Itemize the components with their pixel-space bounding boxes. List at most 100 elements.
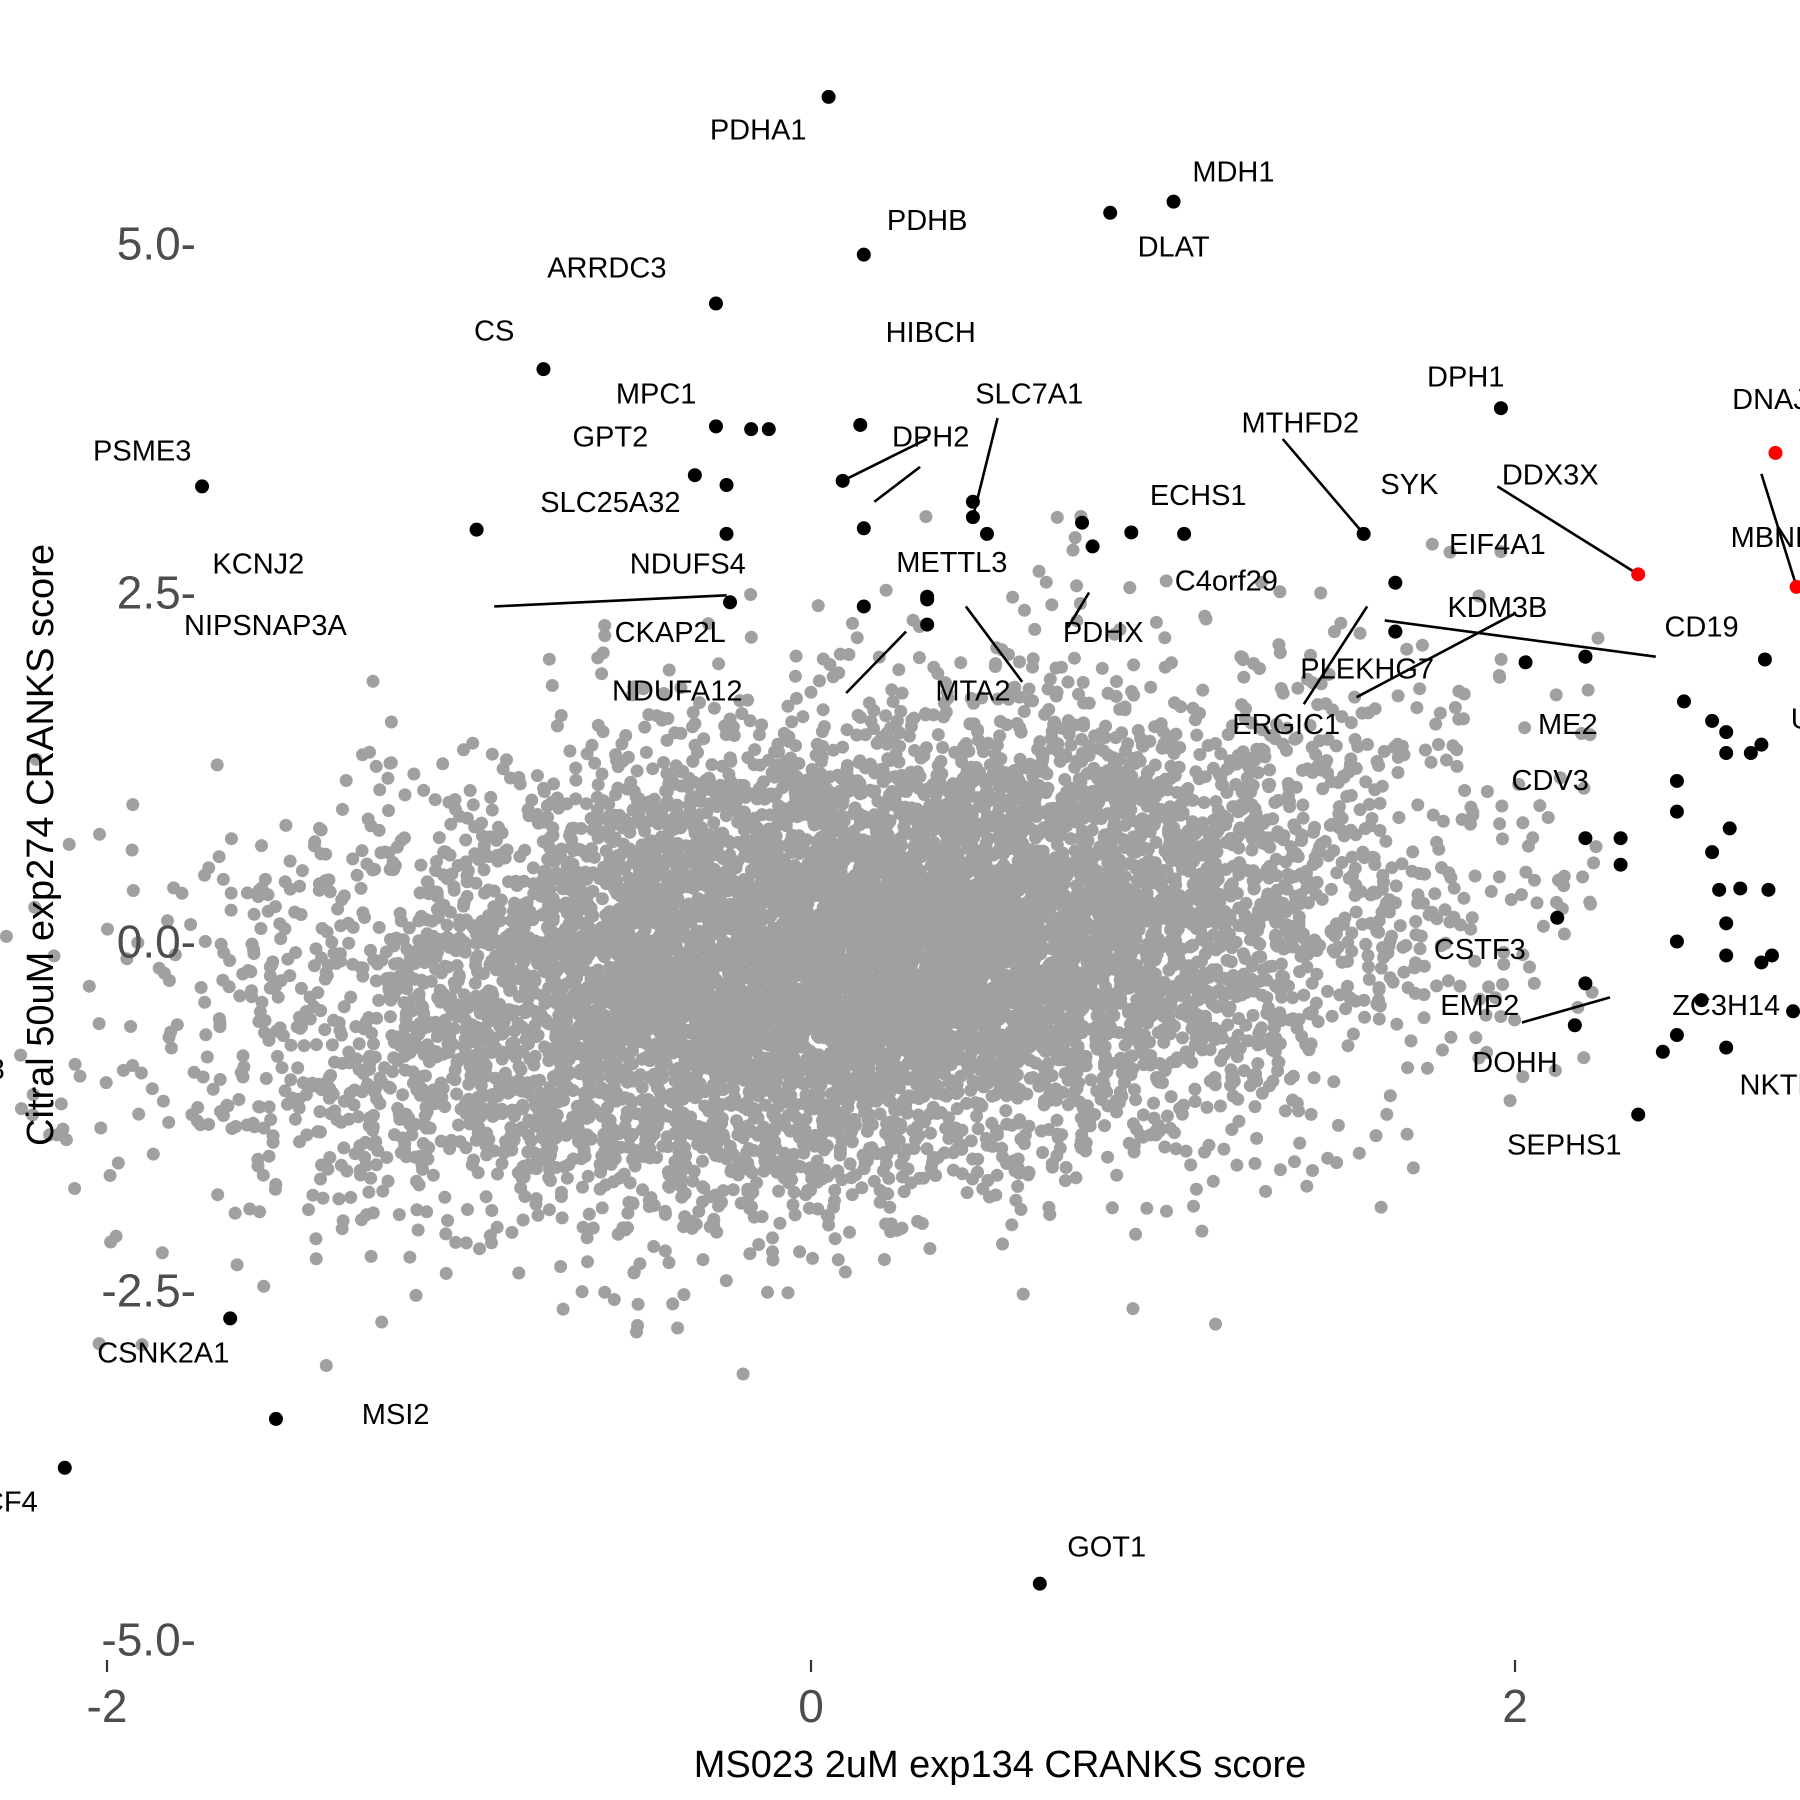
background-point bbox=[580, 747, 594, 761]
background-point bbox=[1186, 938, 1200, 952]
background-point bbox=[1231, 1028, 1245, 1042]
background-point bbox=[1251, 766, 1265, 780]
background-point bbox=[828, 1183, 842, 1197]
background-point bbox=[575, 1285, 589, 1299]
background-point bbox=[574, 822, 588, 835]
background-point bbox=[73, 1069, 87, 1083]
background-point bbox=[1110, 1168, 1124, 1182]
background-point bbox=[1304, 1107, 1318, 1121]
background-point bbox=[255, 839, 268, 853]
background-point bbox=[346, 852, 360, 866]
background-point bbox=[726, 1183, 740, 1197]
background-point bbox=[788, 1208, 802, 1222]
background-point bbox=[1497, 957, 1511, 971]
background-point bbox=[675, 1173, 689, 1186]
background-point bbox=[1158, 631, 1172, 645]
background-point bbox=[855, 1181, 869, 1195]
background-point bbox=[1389, 879, 1403, 893]
background-point bbox=[473, 1242, 486, 1256]
background-point bbox=[1296, 811, 1310, 825]
background-point bbox=[686, 720, 699, 734]
background-point bbox=[199, 1028, 213, 1042]
background-point bbox=[864, 714, 878, 728]
background-point bbox=[1309, 748, 1323, 761]
background-point bbox=[735, 707, 749, 720]
background-point bbox=[1066, 1092, 1080, 1106]
background-point bbox=[833, 1141, 847, 1155]
background-point bbox=[1344, 716, 1358, 730]
background-point bbox=[1361, 949, 1375, 963]
background-point bbox=[430, 855, 443, 868]
background-point bbox=[1373, 796, 1387, 810]
background-point bbox=[466, 736, 480, 750]
background-point bbox=[1127, 658, 1141, 672]
background-point bbox=[697, 732, 711, 746]
background-point bbox=[1473, 992, 1487, 1006]
background-point bbox=[394, 1146, 408, 1160]
background-point bbox=[796, 710, 810, 724]
background-point bbox=[1278, 1104, 1292, 1118]
background-point bbox=[450, 1087, 464, 1101]
background-point bbox=[677, 1288, 691, 1302]
background-point bbox=[1018, 603, 1031, 617]
background-point bbox=[328, 1104, 342, 1118]
background-point bbox=[1372, 1012, 1386, 1026]
background-point bbox=[1189, 1182, 1203, 1196]
background-point bbox=[1495, 799, 1509, 813]
background-point bbox=[212, 850, 226, 864]
background-point bbox=[410, 1203, 424, 1217]
background-point bbox=[612, 808, 626, 822]
background-point bbox=[1032, 564, 1046, 578]
background-point bbox=[337, 1000, 351, 1014]
background-point bbox=[877, 1253, 891, 1266]
background-point bbox=[983, 758, 997, 772]
background-point bbox=[271, 990, 285, 1004]
background-point bbox=[598, 629, 612, 643]
background-point bbox=[658, 1244, 672, 1258]
background-point bbox=[1184, 1158, 1198, 1172]
background-point bbox=[284, 1073, 298, 1087]
background-point bbox=[1391, 766, 1405, 779]
background-point bbox=[1206, 1174, 1220, 1188]
background-point bbox=[261, 904, 275, 918]
background-point bbox=[1179, 1144, 1193, 1158]
background-point bbox=[247, 947, 261, 960]
background-point bbox=[790, 691, 803, 705]
background-point bbox=[846, 616, 859, 630]
background-point bbox=[595, 892, 609, 906]
background-point bbox=[463, 1059, 477, 1073]
background-point bbox=[283, 854, 297, 868]
background-point bbox=[1028, 622, 1042, 636]
background-point bbox=[1548, 1064, 1562, 1077]
background-point bbox=[254, 922, 268, 935]
background-point bbox=[1293, 1136, 1307, 1150]
background-point bbox=[550, 719, 564, 733]
background-point bbox=[1494, 545, 1508, 559]
background-point bbox=[94, 1121, 108, 1135]
background-point bbox=[793, 1245, 807, 1259]
background-point bbox=[1248, 1100, 1262, 1114]
background-point bbox=[1088, 729, 1102, 743]
background-point bbox=[595, 1201, 609, 1215]
background-point bbox=[284, 1038, 298, 1052]
background-point bbox=[576, 1180, 589, 1194]
background-point bbox=[1187, 1199, 1200, 1213]
background-point bbox=[274, 932, 288, 946]
background-point bbox=[198, 995, 212, 1009]
background-point bbox=[1452, 684, 1466, 698]
background-point bbox=[912, 781, 926, 795]
background-point bbox=[216, 872, 230, 886]
background-point bbox=[1105, 1201, 1119, 1215]
background-point bbox=[543, 1174, 557, 1187]
background-point bbox=[214, 937, 228, 951]
background-point bbox=[1363, 819, 1377, 833]
background-point bbox=[1147, 1096, 1160, 1110]
background-point bbox=[662, 663, 676, 677]
background-point bbox=[291, 1061, 305, 1075]
background-point bbox=[1401, 1061, 1415, 1075]
background-point bbox=[306, 1188, 320, 1202]
background-point bbox=[407, 767, 421, 781]
background-point bbox=[1225, 1123, 1239, 1136]
background-point bbox=[134, 1066, 148, 1080]
